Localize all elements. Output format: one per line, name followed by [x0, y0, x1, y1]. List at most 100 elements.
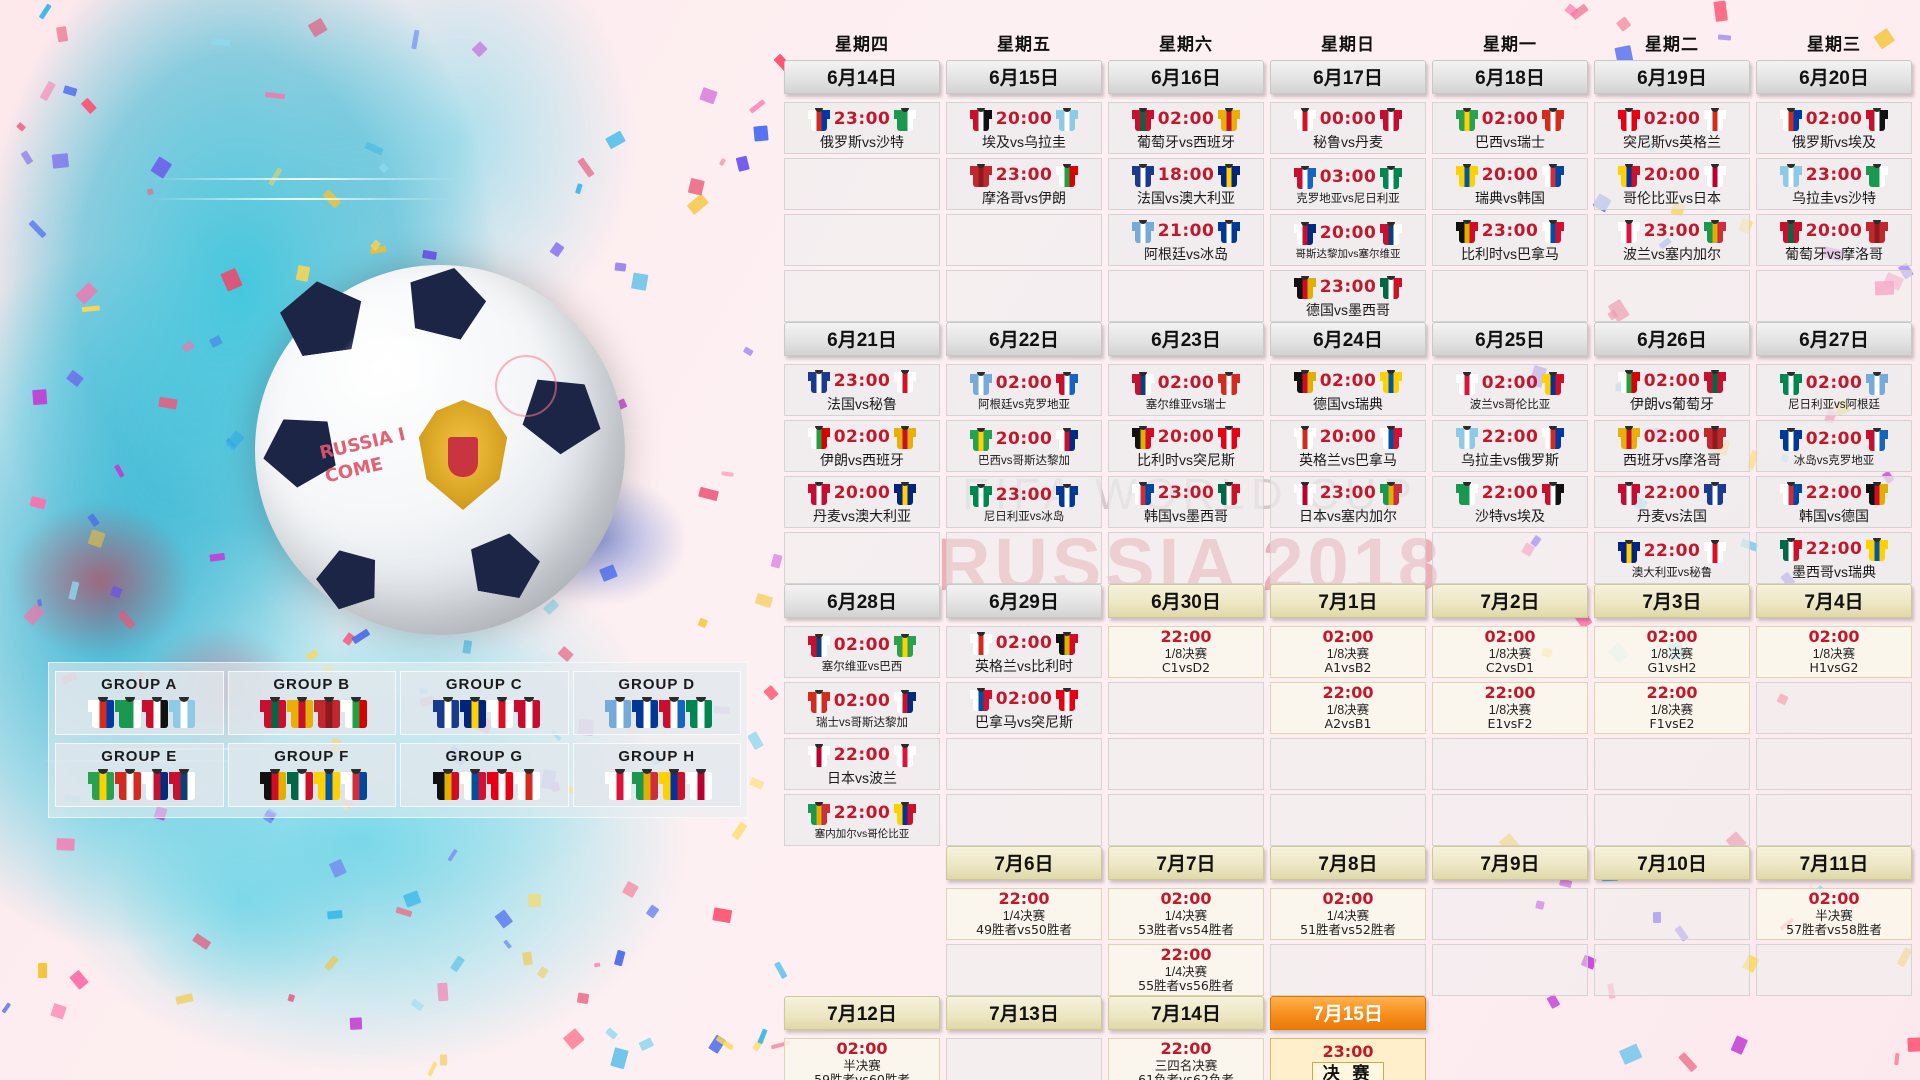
date-header-cell[interactable]: 7月7日 — [1108, 846, 1264, 880]
knockout-match-cell[interactable]: 02:00 1/8决赛 G1vsH2 — [1594, 626, 1750, 678]
date-header-cell[interactable]: 7月11日 — [1756, 846, 1912, 880]
group-match-cell[interactable]: 18:00 法国vs澳大利亚 — [1108, 158, 1264, 210]
group-match-cell[interactable]: 02:00 突尼斯vs英格兰 — [1594, 102, 1750, 154]
date-header-cell[interactable]: 7月8日 — [1270, 846, 1426, 880]
group-match-cell[interactable]: 20:00 丹麦vs澳大利亚 — [784, 476, 940, 528]
group-match-cell[interactable]: 23:00 德国vs墨西哥 — [1270, 270, 1426, 322]
date-header-cell[interactable]: 6月15日 — [946, 60, 1102, 94]
date-header-cell[interactable]: 7月2日 — [1432, 584, 1588, 618]
date-header-cell[interactable]: 7月3日 — [1594, 584, 1750, 618]
date-header-cell[interactable]: 7月13日 — [946, 996, 1102, 1030]
group-match-cell[interactable]: 22:00 塞内加尔vs哥伦比亚 — [784, 794, 940, 846]
group-match-cell[interactable]: 02:00 英格兰vs比利时 — [946, 626, 1102, 678]
group-match-cell[interactable]: 20:00 葡萄牙vs摩洛哥 — [1756, 214, 1912, 266]
group-match-cell[interactable]: 02:00 冰岛vs克罗地亚 — [1756, 420, 1912, 472]
group-match-cell[interactable]: 20:00 比利时vs突尼斯 — [1108, 420, 1264, 472]
date-header-cell[interactable]: 7月4日 — [1756, 584, 1912, 618]
group-match-cell[interactable]: 20:00 巴西vs哥斯达黎加 — [946, 420, 1102, 472]
group-match-cell[interactable]: 20:00 英格兰vs巴拿马 — [1270, 420, 1426, 472]
group-match-cell[interactable]: 22:00 丹麦vs法国 — [1594, 476, 1750, 528]
group-match-cell[interactable]: 02:00 塞尔维亚vs瑞士 — [1108, 364, 1264, 416]
date-header-cell[interactable]: 6月27日 — [1756, 322, 1912, 356]
group-match-cell[interactable]: 23:00 波兰vs塞内加尔 — [1594, 214, 1750, 266]
group-match-cell[interactable]: 02:00 伊朗vs西班牙 — [784, 420, 940, 472]
group-match-cell[interactable]: 22:00 澳大利亚vs秘鲁 — [1594, 532, 1750, 584]
group-box-e[interactable]: GROUP E — [55, 743, 224, 807]
date-header-cell[interactable]: 6月16日 — [1108, 60, 1264, 94]
date-header-cell[interactable]: 7月12日 — [784, 996, 940, 1030]
group-box-c[interactable]: GROUP C — [400, 671, 569, 735]
group-match-cell[interactable]: 20:00 瑞典vs韩国 — [1432, 158, 1588, 210]
date-header-cell[interactable]: 7月6日 — [946, 846, 1102, 880]
group-match-cell[interactable]: 22:00 韩国vs德国 — [1756, 476, 1912, 528]
group-match-cell[interactable]: 23:00 法国vs秘鲁 — [784, 364, 940, 416]
group-box-g[interactable]: GROUP G — [400, 743, 569, 807]
date-header-cell[interactable]: 6月25日 — [1432, 322, 1588, 356]
date-header-cell[interactable]: 6月30日 — [1108, 584, 1264, 618]
group-box-a[interactable]: GROUP A — [55, 671, 224, 735]
date-header-cell[interactable]: 6月18日 — [1432, 60, 1588, 94]
group-match-cell[interactable]: 02:00 塞尔维亚vs巴西 — [784, 626, 940, 678]
group-match-cell[interactable]: 02:00 巴拿马vs突尼斯 — [946, 682, 1102, 734]
group-match-cell[interactable]: 02:00 尼日利亚vs阿根廷 — [1756, 364, 1912, 416]
knockout-match-cell[interactable]: 02:00 1/8决赛 A1vsB2 — [1270, 626, 1426, 678]
date-header-cell[interactable]: 6月28日 — [784, 584, 940, 618]
group-match-cell[interactable]: 02:00 葡萄牙vs西班牙 — [1108, 102, 1264, 154]
group-match-cell[interactable]: 02:00 伊朗vs葡萄牙 — [1594, 364, 1750, 416]
group-match-cell[interactable]: 02:00 瑞士vs哥斯达黎加 — [784, 682, 940, 734]
group-match-cell[interactable]: 22:00 乌拉圭vs俄罗斯 — [1432, 420, 1588, 472]
group-match-cell[interactable]: 02:00 阿根廷vs克罗地亚 — [946, 364, 1102, 416]
group-box-h[interactable]: GROUP H — [572, 743, 741, 807]
group-match-cell[interactable]: 23:00 乌拉圭vs沙特 — [1756, 158, 1912, 210]
knockout-match-cell[interactable]: 22:00 1/4决赛 55胜者vs56胜者 — [1108, 944, 1264, 996]
knockout-match-cell[interactable]: 02:00 1/8决赛 C2vsD1 — [1432, 626, 1588, 678]
knockout-match-cell[interactable]: 22:00 1/8决赛 C1vsD2 — [1108, 626, 1264, 678]
knockout-match-cell[interactable]: 02:00 1/4决赛 53胜者vs54胜者 — [1108, 888, 1264, 940]
group-match-cell[interactable]: 00:00 秘鲁vs丹麦 — [1270, 102, 1426, 154]
date-header-cell[interactable]: 6月14日 — [784, 60, 940, 94]
date-header-cell[interactable]: 7月15日 — [1270, 996, 1426, 1030]
group-match-cell[interactable]: 23:00 尼日利亚vs冰岛 — [946, 476, 1102, 528]
date-header-cell[interactable]: 6月23日 — [1108, 322, 1264, 356]
date-header-cell[interactable]: 7月14日 — [1108, 996, 1264, 1030]
date-header-cell[interactable]: 6月19日 — [1594, 60, 1750, 94]
group-match-cell[interactable]: 02:00 俄罗斯vs埃及 — [1756, 102, 1912, 154]
group-match-cell[interactable]: 02:00 巴西vs瑞士 — [1432, 102, 1588, 154]
date-header-cell[interactable]: 6月20日 — [1756, 60, 1912, 94]
knockout-match-cell[interactable]: 22:00 1/8决赛 E1vsF2 — [1432, 682, 1588, 734]
group-match-cell[interactable]: 23:00 俄罗斯vs沙特 — [784, 102, 940, 154]
knockout-match-cell[interactable]: 02:00 1/4决赛 51胜者vs52胜者 — [1270, 888, 1426, 940]
group-match-cell[interactable]: 02:00 德国vs瑞典 — [1270, 364, 1426, 416]
date-header-cell[interactable]: 6月26日 — [1594, 322, 1750, 356]
date-header-cell[interactable]: 6月22日 — [946, 322, 1102, 356]
date-header-cell[interactable]: 7月9日 — [1432, 846, 1588, 880]
group-match-cell[interactable]: 20:00 哥斯达黎加vs塞尔维亚 — [1270, 214, 1426, 266]
knockout-match-cell[interactable]: 22:00 三四名决赛 61负者vs62负者 — [1108, 1038, 1264, 1080]
group-match-cell[interactable]: 02:00 波兰vs哥伦比亚 — [1432, 364, 1588, 416]
date-header-cell[interactable]: 6月24日 — [1270, 322, 1426, 356]
date-header-cell[interactable]: 7月1日 — [1270, 584, 1426, 618]
group-match-cell[interactable]: 20:00 哥伦比亚vs日本 — [1594, 158, 1750, 210]
group-box-d[interactable]: GROUP D — [572, 671, 741, 735]
group-match-cell[interactable]: 22:00 日本vs波兰 — [784, 738, 940, 790]
knockout-match-cell[interactable]: 22:00 1/8决赛 A2vsB1 — [1270, 682, 1426, 734]
knockout-match-cell[interactable]: 22:00 1/4决赛 49胜者vs50胜者 — [946, 888, 1102, 940]
date-header-cell[interactable]: 6月17日 — [1270, 60, 1426, 94]
group-match-cell[interactable]: 21:00 阿根廷vs冰岛 — [1108, 214, 1264, 266]
group-box-f[interactable]: GROUP F — [227, 743, 396, 807]
group-match-cell[interactable]: 22:00 墨西哥vs瑞典 — [1756, 532, 1912, 584]
group-match-cell[interactable]: 22:00 沙特vs埃及 — [1432, 476, 1588, 528]
group-match-cell[interactable]: 02:00 西班牙vs摩洛哥 — [1594, 420, 1750, 472]
date-header-cell[interactable]: 6月21日 — [784, 322, 940, 356]
group-match-cell[interactable]: 23:00 比利时vs巴拿马 — [1432, 214, 1588, 266]
date-header-cell[interactable]: 6月29日 — [946, 584, 1102, 618]
final-match-cell[interactable]: 23:00 决 赛 — [1270, 1038, 1426, 1080]
group-match-cell[interactable]: 03:00 克罗地亚vs尼日利亚 — [1270, 158, 1426, 210]
group-match-cell[interactable]: 23:00 日本vs塞内加尔 — [1270, 476, 1426, 528]
group-match-cell[interactable]: 20:00 埃及vs乌拉圭 — [946, 102, 1102, 154]
group-box-b[interactable]: GROUP B — [227, 671, 396, 735]
knockout-match-cell[interactable]: 22:00 1/8决赛 F1vsE2 — [1594, 682, 1750, 734]
group-match-cell[interactable]: 23:00 韩国vs墨西哥 — [1108, 476, 1264, 528]
knockout-match-cell[interactable]: 02:00 半决赛 59胜者vs60胜者 — [784, 1038, 940, 1080]
knockout-match-cell[interactable]: 02:00 1/8决赛 H1vsG2 — [1756, 626, 1912, 678]
